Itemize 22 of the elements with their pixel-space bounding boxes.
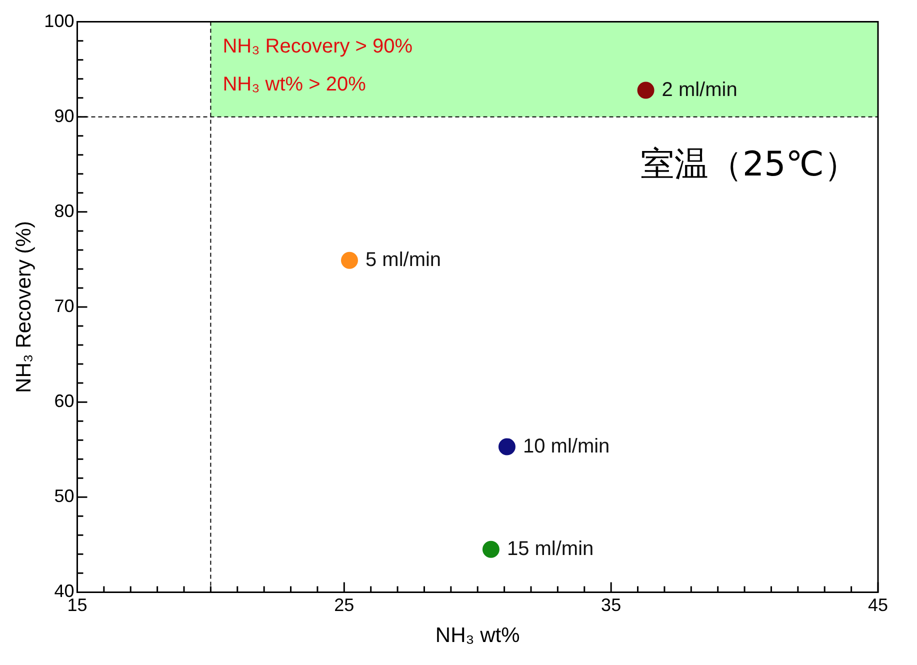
y-tick-label: 80 — [54, 200, 74, 221]
x-tick-label: 45 — [868, 594, 888, 615]
y-axis-title: NH₃ Recovery (%) — [12, 221, 36, 393]
point — [340, 252, 358, 269]
point — [637, 82, 654, 99]
annotation: 室温（25℃） — [640, 144, 858, 185]
x-tick-label: 35 — [601, 594, 622, 615]
x-tick-label: 25 — [334, 594, 354, 615]
y-tick-label: 50 — [54, 486, 74, 506]
series-label: 2 ml/min — [662, 78, 738, 101]
y-tick-label: 90 — [54, 106, 74, 126]
series-label: 5 ml/min — [365, 248, 442, 271]
point — [482, 540, 500, 558]
y-tick-label: 100 — [44, 10, 74, 31]
y-tick-label: 60 — [54, 391, 74, 412]
ref-line-label: NH₃ wt% > 20% — [222, 73, 366, 96]
series-label: 15 ml/min — [506, 538, 594, 560]
series-label: 10 ml/min — [522, 435, 610, 458]
y-tick-label: 70 — [54, 296, 74, 316]
x-axis-title: NH₃ wt% — [435, 624, 520, 648]
band-label: NH₃ Recovery > 90% — [222, 35, 413, 58]
point — [498, 438, 516, 456]
